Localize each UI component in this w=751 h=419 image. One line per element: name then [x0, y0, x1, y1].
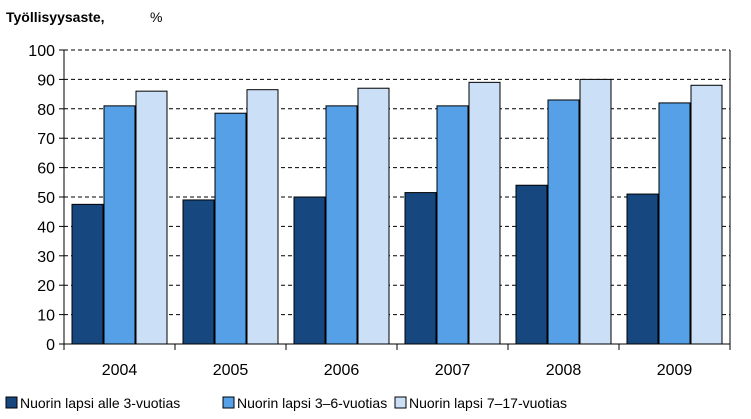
y-tick-label: 10: [37, 308, 55, 325]
bar: [515, 184, 548, 345]
bar: [658, 102, 691, 345]
legend-swatch: [5, 396, 18, 409]
x-tick-label: 2005: [213, 362, 249, 379]
bar: [404, 192, 437, 345]
bar: [135, 90, 168, 345]
y-tick-label: 30: [37, 249, 55, 266]
y-tick-label: 0: [46, 337, 55, 354]
x-axis-ticks: 2004 2005 2006 2007 2008 2009: [63, 344, 731, 379]
y-tick-label: 20: [37, 278, 55, 295]
bar: [71, 203, 104, 345]
x-tick-label: 2009: [657, 362, 693, 379]
bars: [71, 78, 723, 345]
bar: [357, 87, 390, 345]
x-tick-label: 2008: [546, 362, 582, 379]
y-tick-label: 70: [37, 131, 55, 148]
bar: [547, 99, 580, 345]
bar: [468, 81, 501, 345]
bar: [103, 105, 136, 345]
legend-swatch: [222, 396, 235, 409]
legend-label: Nuorin lapsi 3–6-vuotias: [237, 395, 387, 411]
x-tick-label: 2004: [102, 362, 138, 379]
bar: [436, 105, 469, 345]
chart-title-unit: %: [150, 9, 162, 25]
y-tick-label: 60: [37, 161, 55, 178]
bar: [246, 89, 279, 345]
bar: [293, 196, 326, 345]
legend-swatch: [394, 396, 407, 409]
legend: Nuorin lapsi alle 3-vuotias Nuorin lapsi …: [5, 395, 567, 411]
y-tick-label: 50: [37, 190, 55, 207]
bar: [626, 193, 659, 345]
legend-label: Nuorin lapsi 7–17-vuotias: [409, 395, 567, 411]
bar: [182, 199, 215, 345]
y-tick-label: 80: [37, 102, 55, 119]
y-tick-label: 90: [37, 72, 55, 89]
gridlines: [64, 49, 730, 316]
y-tick-label: 100: [28, 43, 55, 60]
legend-label: Nuorin lapsi alle 3-vuotias: [20, 395, 180, 411]
x-tick-label: 2007: [435, 362, 471, 379]
y-tick-label: 40: [37, 219, 55, 236]
bar: [579, 78, 612, 345]
x-tick-label: 2006: [324, 362, 360, 379]
bar: [325, 105, 358, 345]
chart-title: Työllisyysaste,: [6, 9, 105, 25]
bar: [690, 84, 723, 345]
y-axis-ticks: 0 10 20 30 40 50 60 70 80 90 100: [28, 43, 64, 354]
bar: [214, 112, 247, 345]
